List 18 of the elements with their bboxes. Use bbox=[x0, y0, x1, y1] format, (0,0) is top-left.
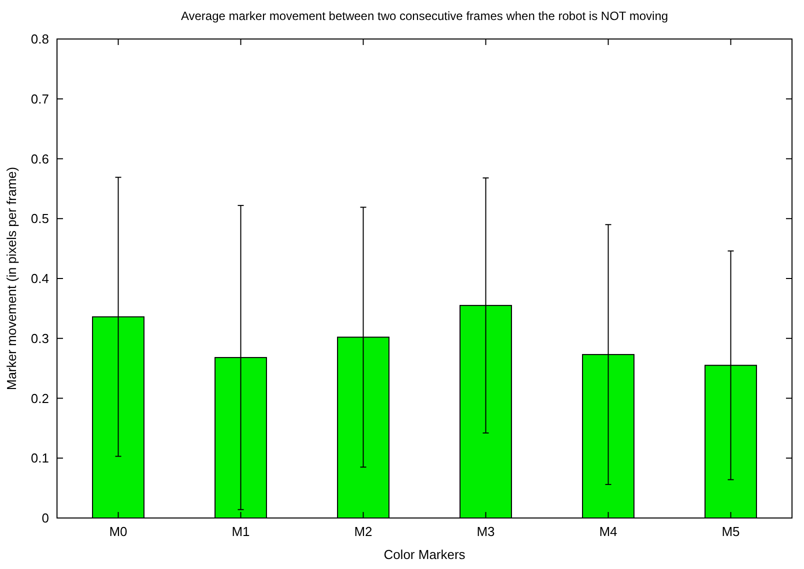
y-tick-label: 0.3 bbox=[30, 330, 49, 346]
chart-title: Average marker movement between two consecutive frames when the robot is NOT moving bbox=[180, 9, 668, 23]
y-tick-label: 0.5 bbox=[30, 211, 49, 226]
y-tick-label: 0.7 bbox=[30, 91, 49, 106]
y-tick-label: 0.2 bbox=[30, 390, 49, 406]
y-axis-title: Marker movement (in pixels per frame) bbox=[4, 166, 19, 390]
x-tick-label: M3 bbox=[476, 524, 495, 539]
y-tick-label: 0.4 bbox=[30, 271, 49, 286]
x-axis-title: Color Markers bbox=[384, 547, 466, 562]
y-tick-label: 0.6 bbox=[30, 151, 49, 166]
y-tick-label: 0.8 bbox=[30, 32, 49, 47]
y-tick-label: 0 bbox=[42, 510, 49, 526]
x-tick-label: M5 bbox=[722, 524, 740, 539]
x-tick-label: M2 bbox=[354, 524, 372, 539]
x-tick-label: M4 bbox=[599, 524, 618, 539]
y-tick-label: 0.1 bbox=[30, 450, 49, 466]
x-tick-label: M0 bbox=[109, 524, 128, 539]
x-tick-label: M1 bbox=[232, 524, 250, 539]
